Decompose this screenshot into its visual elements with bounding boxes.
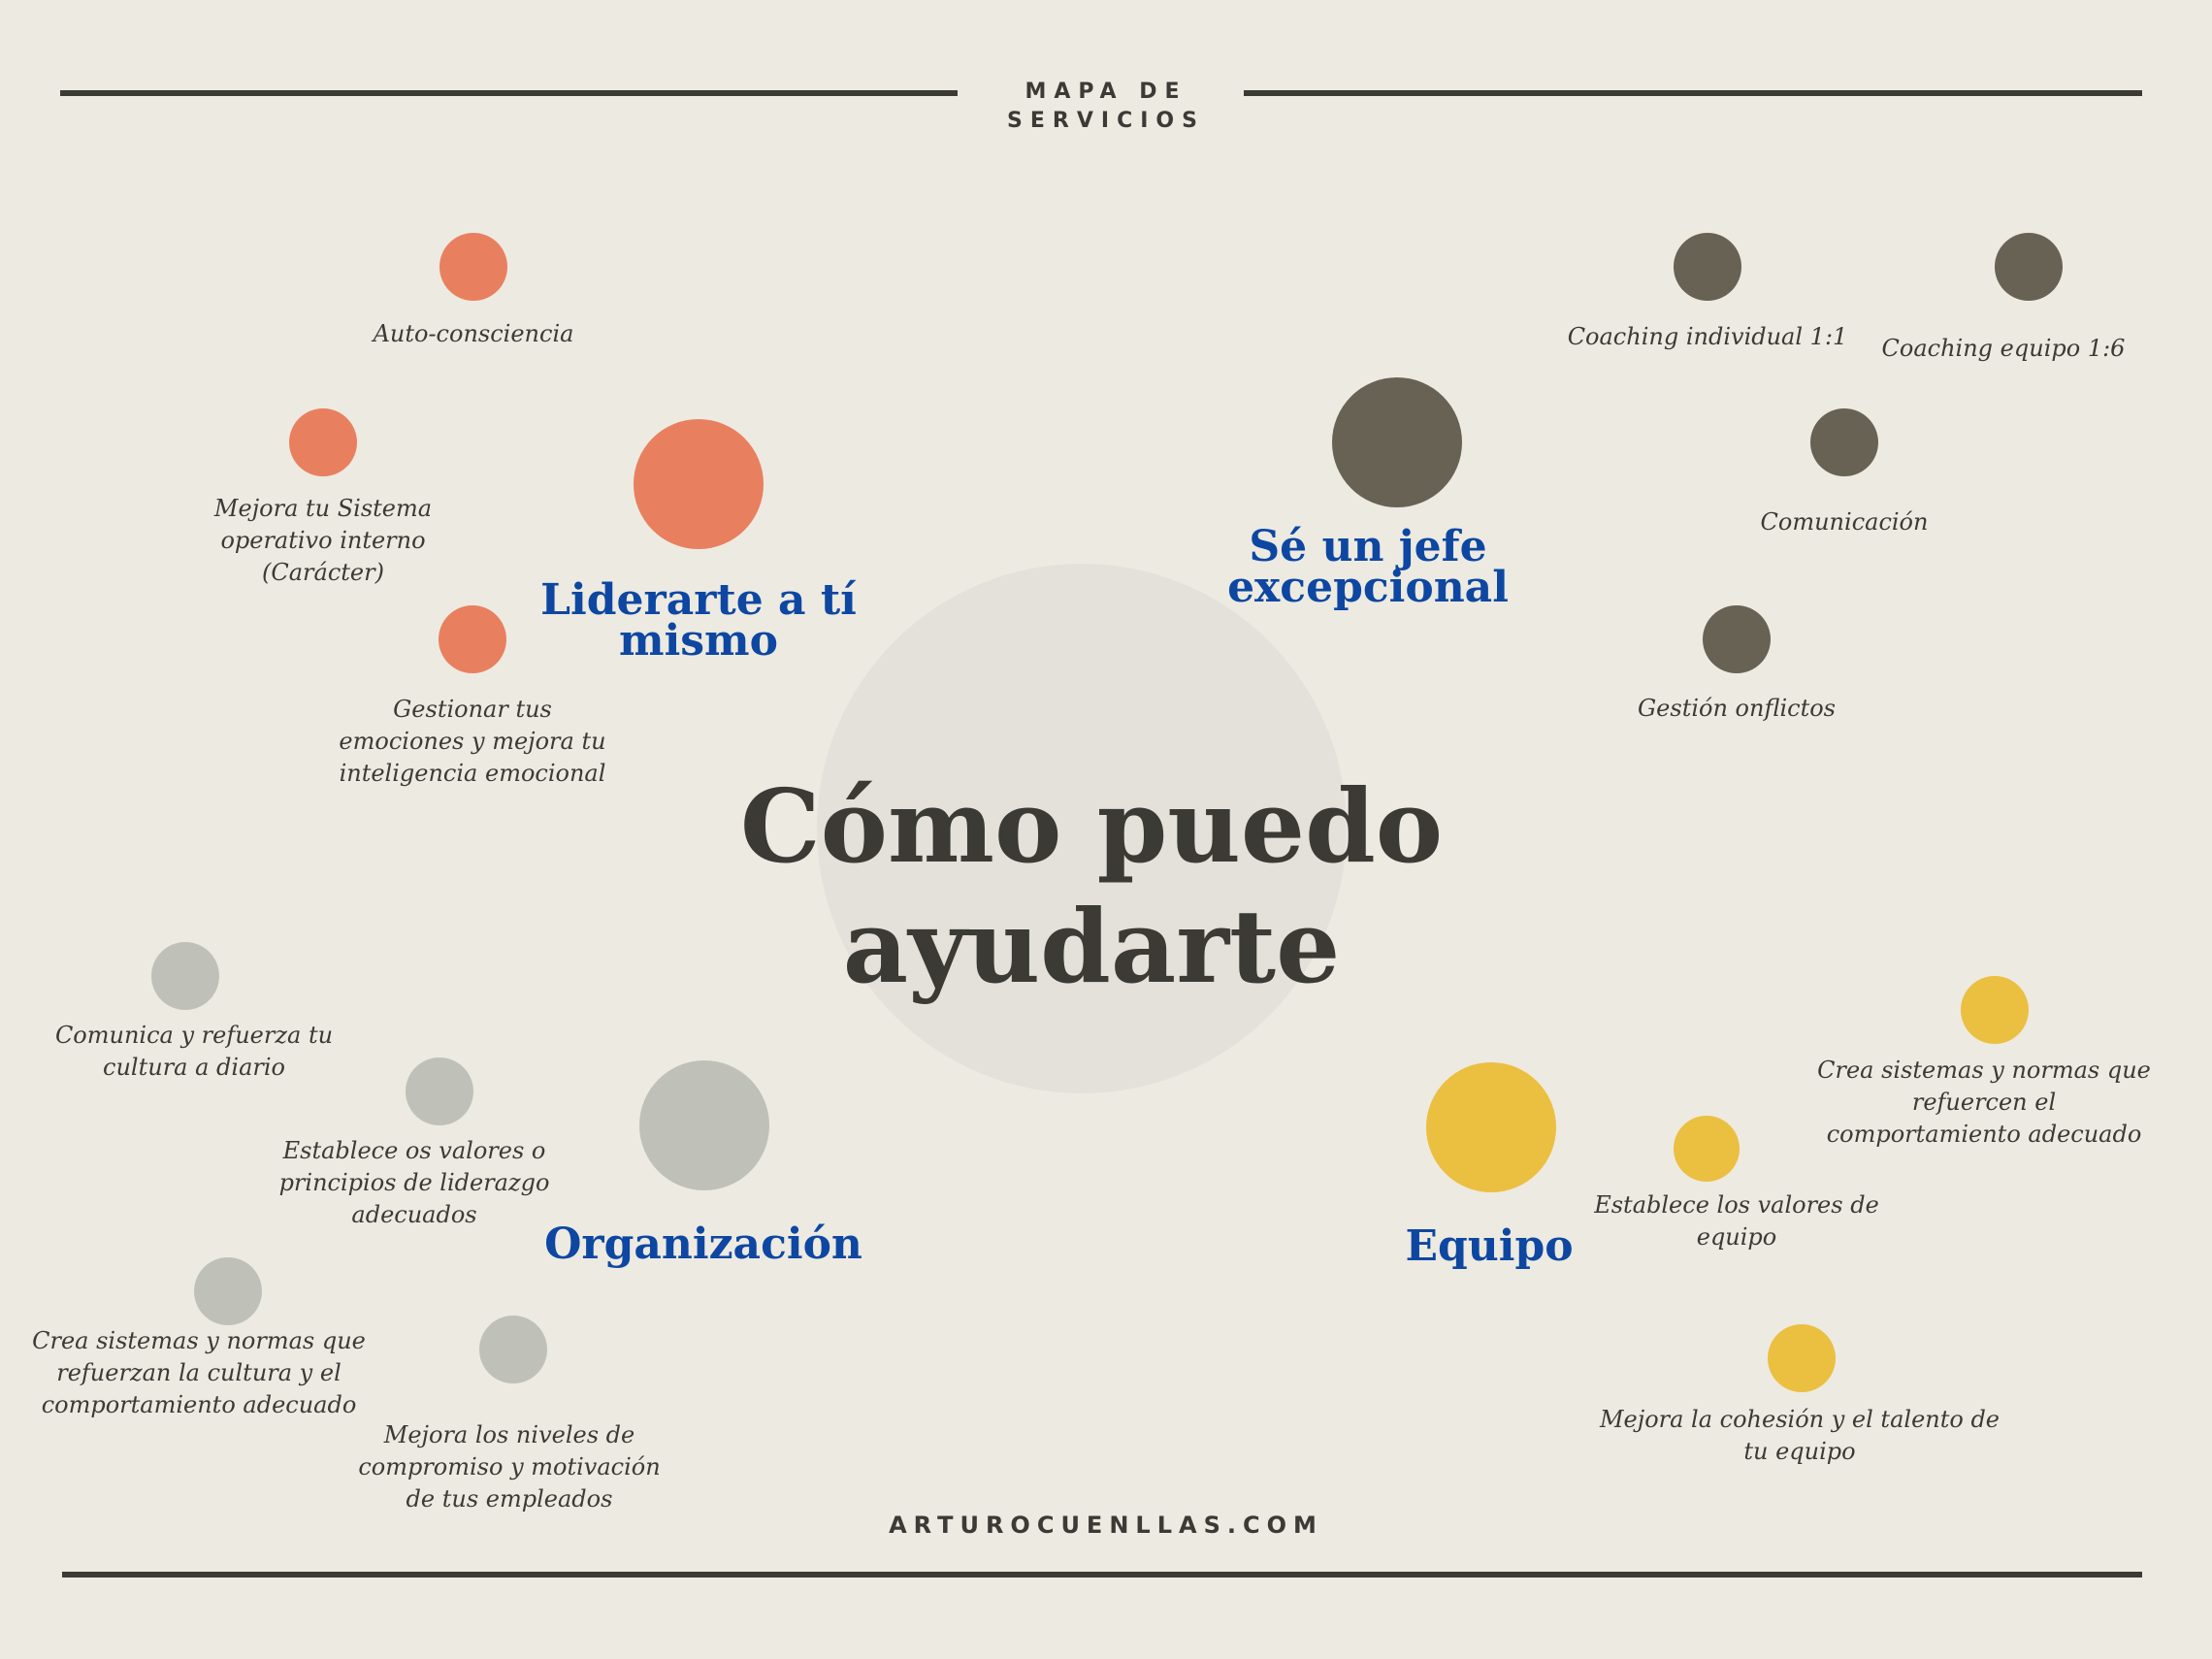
jefe-item-2: Coaching equipo 1:6 — [1881, 335, 2126, 362]
header-rule-left — [60, 90, 958, 96]
equipo-item-dot-2 — [1674, 1116, 1740, 1182]
header-title: MAPA DE SERVICIOS — [1007, 80, 1205, 133]
liderarte-item-dot-3 — [439, 605, 506, 673]
liderarte-item-3: Gestionar tus emociones y mejora tu inte… — [339, 696, 606, 787]
equipo-item-3: Mejora la cohesión y el talento de tu eq… — [1599, 1406, 2001, 1465]
organizacion-item-1: Comunica y refuerza tu cultura a diario — [54, 1022, 334, 1081]
footer-site: ARTUROCUENLLAS.COM — [889, 1512, 1323, 1539]
jefe-item-dot-1 — [1674, 233, 1741, 301]
liderarte-item-dot-2 — [289, 408, 357, 476]
jefe-item-1: Coaching individual 1:1 — [1567, 323, 1848, 350]
equipo-main-dot — [1426, 1062, 1556, 1192]
organizacion-item-dot-4 — [479, 1316, 547, 1383]
organizacion-item-3: Crea sistemas y normas que refuerzan la … — [32, 1327, 366, 1418]
jefe-item-dot-4 — [1703, 605, 1771, 673]
liderarte-item-1: Auto-consciencia — [373, 320, 574, 347]
jefe-item-dot-2 — [1995, 233, 2063, 301]
jefe-item-3: Comunicación — [1760, 508, 1929, 536]
organizacion-item-dot-3 — [194, 1257, 262, 1325]
liderarte-main-dot — [634, 419, 764, 549]
center-title: Cómo puedo ayudarte — [739, 766, 1444, 1006]
organizacion-main-dot — [639, 1060, 769, 1190]
liderarte-item-2: Mejora tu Sistema operativo interno (Car… — [213, 495, 433, 586]
jefe-main-dot — [1332, 377, 1462, 507]
liderarte-item-dot-1 — [439, 233, 507, 301]
footer-rule — [62, 1572, 2142, 1578]
liderarte-title: Liderarte a tí mismo — [540, 575, 857, 666]
equipo-item-dot-3 — [1768, 1324, 1836, 1392]
organizacion-title: Organización — [544, 1220, 862, 1269]
jefe-item-4: Gestión onflictos — [1638, 695, 1836, 722]
organizacion-item-2: Establece os valores o principios de lid… — [278, 1137, 550, 1228]
center-circle — [817, 564, 1347, 1093]
organizacion-item-dot-1 — [151, 942, 219, 1010]
organizacion-item-4: Mejora los niveles de compromiso y motiv… — [358, 1421, 661, 1513]
equipo-title: Equipo — [1405, 1221, 1574, 1271]
equipo-item-1: Crea sistemas y normas que refuercen el … — [1817, 1057, 2151, 1148]
jefe-item-dot-3 — [1810, 408, 1878, 476]
equipo-item-dot-1 — [1961, 976, 2029, 1044]
equipo-item-2: Establece los valores de equipo — [1594, 1191, 1879, 1251]
header-rule-right — [1244, 90, 2142, 96]
jefe-title: Sé un jefe excepcional — [1227, 522, 1509, 612]
organizacion-item-dot-2 — [406, 1057, 473, 1125]
